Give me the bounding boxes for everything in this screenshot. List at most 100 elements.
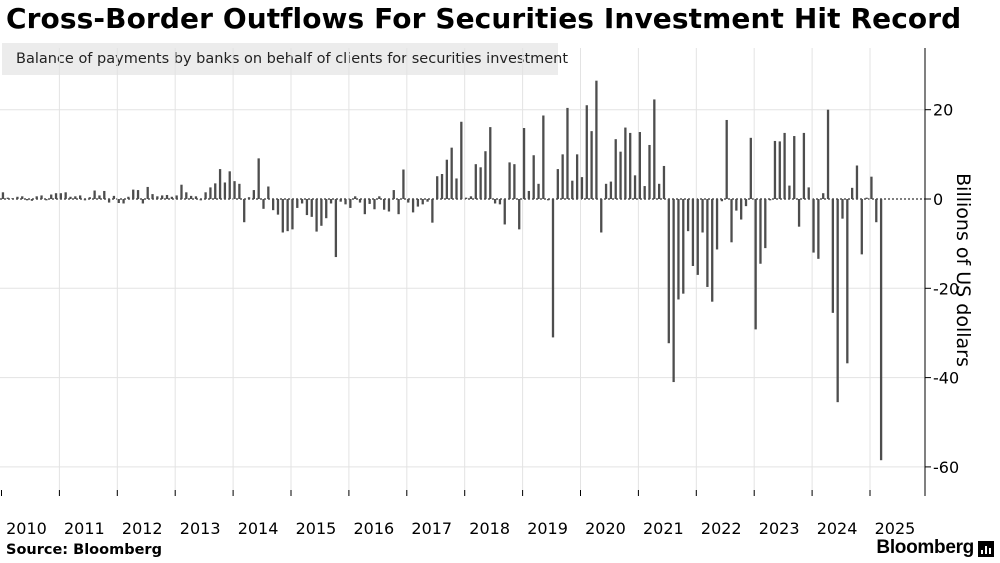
- bar: [315, 199, 318, 232]
- bar: [662, 165, 666, 199]
- bar: [349, 199, 352, 208]
- bar: [310, 199, 313, 217]
- bar: [421, 199, 424, 205]
- bar: [209, 187, 212, 199]
- bar: [744, 199, 748, 207]
- bar: [363, 199, 366, 215]
- y-tick-label: 20: [933, 101, 953, 120]
- bar: [793, 136, 796, 199]
- bar: [161, 195, 164, 199]
- legend: Balance of payments by banks on behalf o…: [2, 43, 568, 75]
- bar: [214, 183, 217, 199]
- bar: [590, 131, 593, 199]
- bar: [368, 199, 371, 204]
- bar: [387, 199, 391, 212]
- bar: [88, 197, 91, 199]
- bar: [498, 199, 502, 205]
- bar: [556, 169, 559, 199]
- bar: [305, 199, 309, 216]
- bar: [701, 199, 704, 233]
- x-ticks: 2010 2011 2012 2013 2014 2015 2016 2017 2018 2019…: [1, 490, 916, 538]
- bar: [175, 195, 178, 199]
- bar: [518, 199, 521, 230]
- bar: [783, 132, 786, 199]
- bar: [822, 193, 825, 199]
- bar: [817, 199, 820, 259]
- bar: [59, 193, 62, 199]
- bar: [407, 199, 410, 203]
- y-ticks: 20 0 -20 -40 -60: [925, 101, 959, 477]
- x-gridlines: [58, 48, 871, 496]
- bar: [778, 141, 781, 199]
- bar: [165, 194, 169, 199]
- bar: [170, 196, 173, 199]
- bar: [773, 140, 777, 199]
- source-note: Source: Bloomberg: [6, 542, 162, 558]
- bar: [575, 154, 579, 199]
- bar: [103, 190, 106, 199]
- x-tick-label: 2016: [353, 519, 394, 538]
- bar: [151, 194, 154, 199]
- bar: [604, 183, 608, 199]
- bar: [392, 190, 395, 199]
- bar: [156, 196, 159, 199]
- bar: [527, 190, 531, 199]
- bar: [272, 199, 275, 211]
- bar: [382, 199, 386, 210]
- bar: [469, 196, 473, 199]
- bar: [257, 158, 260, 199]
- bar: [320, 199, 323, 226]
- bar: [354, 196, 357, 199]
- bar: [768, 199, 772, 201]
- x-tick-label: 2013: [180, 519, 221, 538]
- bar: [571, 180, 574, 199]
- bar: [841, 199, 844, 219]
- bar: [479, 167, 482, 199]
- bar: [855, 165, 859, 199]
- bar: [474, 164, 477, 199]
- bar: [585, 105, 588, 199]
- x-tick-label: 2025: [875, 519, 916, 538]
- bar: [218, 169, 222, 199]
- bar: [643, 186, 646, 199]
- bar: [136, 190, 140, 199]
- bar: [199, 199, 202, 201]
- bar: [595, 80, 598, 199]
- bar: [489, 127, 492, 199]
- chart-title: Cross-Border Outflows For Securities Inv…: [6, 2, 962, 35]
- bar: [513, 164, 516, 199]
- bar: [865, 197, 868, 199]
- bar: [300, 199, 304, 204]
- bar: [329, 199, 333, 204]
- bar: [730, 199, 733, 243]
- y-tick-label: -40: [933, 369, 959, 388]
- bar: [672, 199, 675, 383]
- bar: [450, 147, 453, 199]
- bar: [624, 127, 627, 199]
- bar: [54, 193, 58, 199]
- bar: [373, 199, 376, 210]
- bar: [638, 132, 641, 199]
- bar: [658, 183, 661, 199]
- x-tick-label: 2012: [122, 519, 163, 538]
- gridlines: [0, 109, 925, 468]
- bar: [411, 199, 415, 213]
- bar: [436, 176, 439, 199]
- bar: [846, 199, 849, 364]
- bar: [358, 199, 362, 203]
- bar: [262, 199, 265, 209]
- bar: [223, 182, 227, 199]
- bar: [107, 199, 111, 203]
- x-tick-label: 2011: [64, 519, 105, 538]
- bar: [267, 186, 270, 199]
- bar: [112, 195, 116, 199]
- bar: [566, 107, 569, 199]
- bar: [74, 196, 77, 199]
- bar: [50, 194, 53, 199]
- bar: [619, 151, 622, 199]
- bar: [831, 199, 834, 313]
- bar: [397, 199, 400, 215]
- bars: [1, 80, 883, 461]
- bar: [682, 199, 685, 294]
